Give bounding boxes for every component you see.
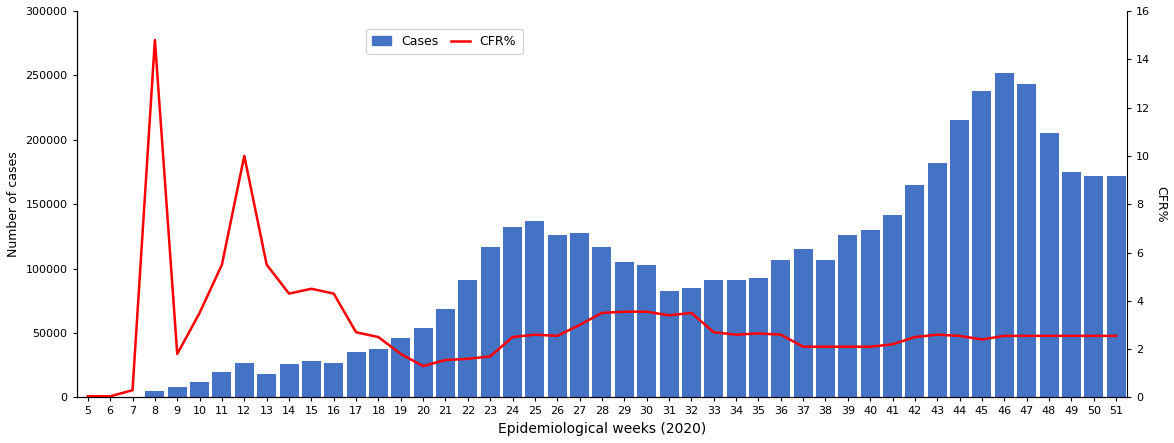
Bar: [302, 361, 321, 397]
Bar: [883, 214, 902, 397]
Bar: [324, 363, 343, 397]
Bar: [838, 235, 857, 397]
Bar: [972, 91, 991, 397]
Bar: [480, 247, 500, 397]
Bar: [391, 338, 410, 397]
Bar: [771, 260, 790, 397]
Bar: [861, 230, 879, 397]
Bar: [279, 364, 298, 397]
Bar: [548, 235, 567, 397]
Bar: [257, 374, 276, 397]
Bar: [502, 227, 522, 397]
Bar: [994, 73, 1014, 397]
Bar: [727, 280, 745, 397]
Bar: [749, 278, 768, 397]
X-axis label: Epidemiological weeks (2020): Epidemiological weeks (2020): [498, 422, 706, 436]
Bar: [615, 262, 634, 397]
Bar: [1085, 176, 1104, 397]
Bar: [794, 249, 812, 397]
Bar: [526, 221, 545, 397]
Bar: [637, 265, 656, 397]
Bar: [146, 391, 164, 397]
Bar: [436, 309, 456, 397]
Bar: [816, 260, 835, 397]
Bar: [704, 280, 723, 397]
Bar: [346, 352, 365, 397]
Bar: [212, 372, 231, 397]
Bar: [1039, 133, 1059, 397]
Bar: [1061, 172, 1081, 397]
Bar: [235, 363, 254, 397]
Bar: [593, 247, 612, 397]
Bar: [571, 233, 589, 397]
Y-axis label: CFR%: CFR%: [1154, 186, 1167, 222]
Bar: [927, 163, 946, 397]
Bar: [458, 280, 478, 397]
Bar: [190, 382, 209, 397]
Bar: [168, 387, 187, 397]
Bar: [369, 349, 387, 397]
Bar: [682, 288, 701, 397]
Bar: [905, 185, 924, 397]
Y-axis label: Number of cases: Number of cases: [7, 152, 20, 257]
Bar: [950, 120, 969, 397]
Legend: Cases, CFR%: Cases, CFR%: [366, 29, 522, 54]
Bar: [413, 328, 433, 397]
Bar: [660, 291, 679, 397]
Bar: [1017, 84, 1037, 397]
Bar: [1107, 176, 1126, 397]
